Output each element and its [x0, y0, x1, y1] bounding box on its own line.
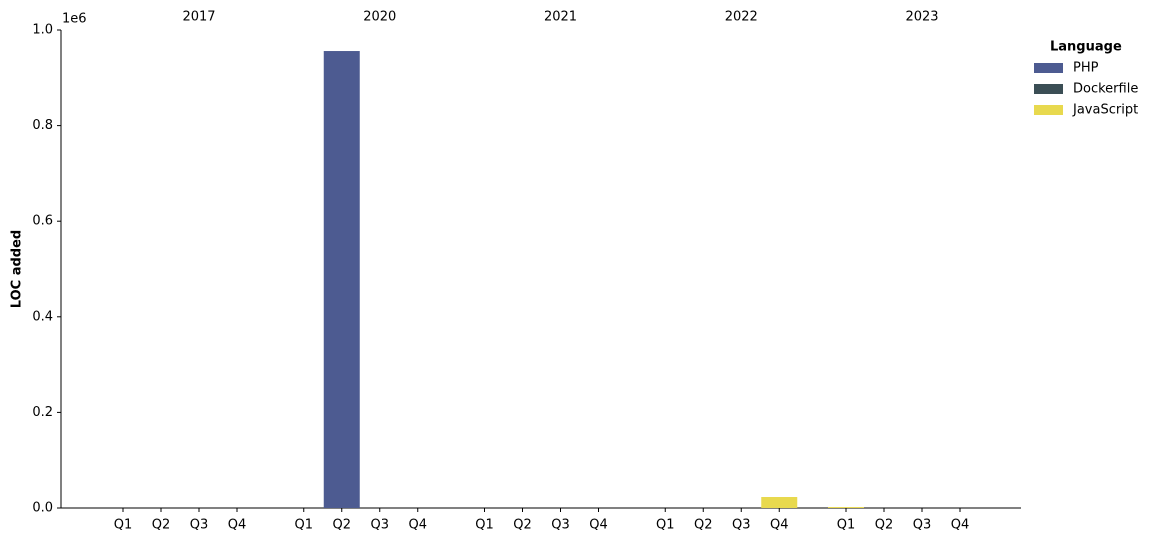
y-offset-label: 1e6: [62, 12, 87, 27]
x-tick-label: Q1: [294, 518, 313, 533]
x-tick-label: Q1: [475, 518, 494, 533]
legend-label: JavaScript: [1072, 103, 1138, 118]
x-tick-label: Q3: [370, 518, 389, 533]
x-tick-label: Q2: [513, 518, 532, 533]
group-label: 2021: [544, 10, 577, 25]
x-tick-label: Q2: [332, 518, 351, 533]
x-tick-label: Q1: [837, 518, 856, 533]
group-label: 2020: [363, 10, 396, 25]
x-tick-label: Q3: [913, 518, 932, 533]
legend-swatch: [1034, 105, 1063, 115]
bar: [761, 497, 798, 508]
x-tick-label: Q4: [408, 518, 427, 533]
y-tick-label: 0.2: [32, 405, 53, 420]
y-tick-label: 1.0: [32, 23, 53, 38]
x-tick-label: Q2: [152, 518, 171, 533]
x-tick-label: Q1: [114, 518, 133, 533]
y-tick-label: 0.4: [32, 309, 53, 324]
x-tick-label: Q4: [228, 518, 247, 533]
legend-swatch: [1034, 84, 1063, 94]
y-tick-label: 0.8: [32, 118, 53, 133]
legend-title: Language: [1050, 40, 1122, 55]
y-tick-label: 0.6: [32, 214, 53, 229]
group-label: 2017: [182, 10, 215, 25]
group-label: 2023: [905, 10, 938, 25]
x-tick-label: Q1: [656, 518, 675, 533]
x-tick-label: Q3: [190, 518, 209, 533]
y-tick-label: 0.0: [32, 501, 53, 516]
x-tick-label: Q4: [951, 518, 970, 533]
x-tick-label: Q2: [875, 518, 894, 533]
x-tick-label: Q4: [589, 518, 608, 533]
x-tick-label: Q3: [732, 518, 751, 533]
bar: [828, 507, 864, 508]
x-tick-label: Q2: [694, 518, 713, 533]
x-tick-label: Q3: [551, 518, 570, 533]
legend-swatch: [1034, 63, 1063, 73]
y-axis-label: LOC added: [10, 230, 25, 308]
x-tick-label: Q4: [770, 518, 789, 533]
bar: [323, 51, 360, 508]
legend-label: Dockerfile: [1073, 82, 1138, 97]
legend-label: PHP: [1073, 61, 1099, 76]
group-label: 2022: [725, 10, 758, 25]
